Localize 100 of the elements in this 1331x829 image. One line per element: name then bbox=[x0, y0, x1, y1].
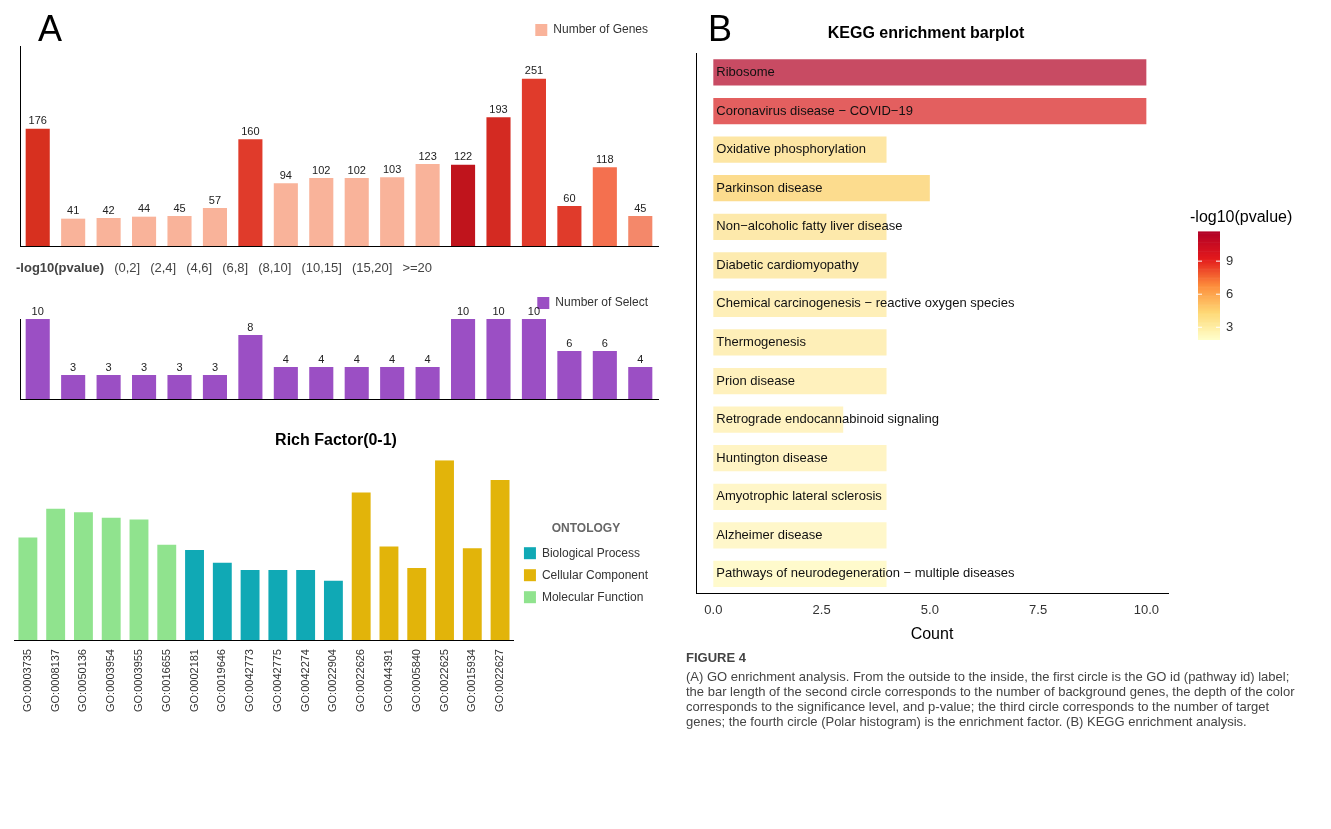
y-tick-label: Oxidative phosphorylation bbox=[716, 141, 866, 157]
bar bbox=[628, 216, 653, 246]
bar bbox=[592, 167, 617, 246]
data-label: 41 bbox=[67, 204, 80, 217]
bar bbox=[268, 569, 288, 641]
bar bbox=[273, 367, 298, 399]
data-label: 3 bbox=[105, 360, 112, 373]
legend-label: Molecular Function bbox=[541, 589, 644, 604]
bar bbox=[351, 492, 371, 641]
color-bar-label: 3 bbox=[1226, 318, 1234, 334]
legend-label: Cellular Component bbox=[541, 567, 649, 582]
bar bbox=[713, 175, 930, 202]
data-label: 10 bbox=[492, 304, 505, 317]
data-label: 6 bbox=[601, 336, 608, 349]
x-tick-label: GO:0042773 bbox=[243, 649, 256, 713]
bar bbox=[25, 319, 50, 399]
data-label: 4 bbox=[424, 352, 431, 365]
text: (15,20] bbox=[351, 260, 393, 275]
bar bbox=[323, 580, 343, 641]
bar bbox=[132, 216, 157, 246]
bar bbox=[380, 367, 405, 399]
x-tick-label: GO:0044391 bbox=[381, 649, 394, 713]
bar bbox=[238, 335, 263, 399]
y-tick-label: Non−alcoholic fatty liver disease bbox=[716, 218, 903, 234]
x-tick-label: GO:0015934 bbox=[465, 649, 478, 713]
x-axis-title: Count bbox=[910, 624, 954, 642]
bar bbox=[415, 367, 440, 399]
chart-title: Rich Factor(0-1) bbox=[275, 431, 397, 449]
data-label: 102 bbox=[312, 163, 331, 176]
x-tick-label: 2.5 bbox=[812, 601, 831, 617]
data-label: 3 bbox=[140, 360, 148, 373]
y-tick-label: Huntington disease bbox=[716, 449, 828, 465]
text: (10,15] bbox=[301, 260, 342, 275]
text: B bbox=[708, 8, 733, 50]
x-tick-label: GO:0005840 bbox=[409, 649, 422, 713]
bar bbox=[132, 375, 157, 399]
x-tick-label: GO:0042775 bbox=[270, 649, 283, 713]
bar bbox=[167, 216, 192, 246]
bar bbox=[61, 218, 86, 246]
x-tick-label: 7.5 bbox=[1029, 601, 1048, 617]
data-label: 122 bbox=[453, 150, 473, 163]
color-bar-label: 9 bbox=[1226, 252, 1234, 268]
bar bbox=[309, 178, 334, 246]
bar bbox=[96, 375, 121, 399]
data-label: 102 bbox=[347, 163, 366, 176]
bar bbox=[309, 367, 334, 399]
x-tick-label: GO:0002181 bbox=[187, 649, 200, 713]
bar bbox=[46, 508, 66, 641]
data-label: 160 bbox=[241, 124, 260, 137]
data-label: 60 bbox=[563, 191, 576, 204]
bar bbox=[61, 375, 86, 399]
bar bbox=[157, 544, 177, 641]
x-tick-label: GO:0042274 bbox=[298, 649, 311, 713]
data-label: 45 bbox=[634, 201, 647, 214]
data-label: 123 bbox=[418, 149, 437, 162]
bar bbox=[185, 550, 204, 641]
bar bbox=[25, 128, 50, 246]
data-label: 57 bbox=[208, 193, 222, 206]
data-label: 4 bbox=[637, 352, 644, 365]
text: (8,10] bbox=[258, 260, 292, 275]
color-bar-title: -log10(pvalue) bbox=[1190, 207, 1293, 225]
data-label: 176 bbox=[28, 114, 47, 127]
legend-title: ONTOLOGY bbox=[551, 521, 621, 536]
chart-title: KEGG enrichment barplot bbox=[827, 24, 1025, 42]
data-label: 44 bbox=[137, 202, 151, 215]
bar bbox=[18, 537, 38, 641]
data-label: 8 bbox=[247, 320, 254, 333]
data-label: 45 bbox=[173, 201, 186, 214]
data-label: 103 bbox=[382, 162, 402, 175]
data-label: 10 bbox=[31, 304, 44, 317]
bar bbox=[296, 569, 316, 641]
bar bbox=[557, 351, 582, 399]
legend-label: Number of Genes bbox=[553, 22, 649, 37]
color-bar-label: 6 bbox=[1226, 285, 1234, 301]
data-label: 3 bbox=[211, 360, 219, 373]
text: -log10(pvalue) bbox=[16, 260, 105, 275]
bar bbox=[462, 548, 482, 641]
x-tick-label: GO:0022626 bbox=[354, 649, 367, 713]
y-tick-label: Parkinson disease bbox=[716, 179, 823, 195]
bar bbox=[713, 59, 1147, 86]
bar bbox=[380, 177, 405, 246]
data-label: 4 bbox=[389, 352, 396, 365]
text: (0,2] bbox=[114, 260, 141, 275]
y-tick-label: Diabetic cardiomyopathy bbox=[716, 256, 860, 272]
y-tick-label: Amyotrophic lateral sclerosis bbox=[716, 488, 883, 504]
data-label: 251 bbox=[524, 64, 544, 77]
x-tick-label: 0.0 bbox=[704, 601, 723, 617]
bar bbox=[486, 319, 511, 399]
bar bbox=[129, 519, 149, 641]
y-tick-label: Pathways of neurodegeneration − multiple diseases bbox=[716, 565, 1015, 581]
data-label: 42 bbox=[102, 203, 115, 216]
bar bbox=[240, 569, 260, 641]
y-tick-label: Thermogenesis bbox=[716, 334, 807, 350]
x-tick-label: GO:0003955 bbox=[132, 649, 145, 713]
text: A bbox=[38, 8, 63, 50]
y-tick-label: Alzheimer disease bbox=[716, 526, 823, 542]
y-tick-label: Prion disease bbox=[716, 372, 796, 388]
bar bbox=[628, 367, 653, 399]
bar bbox=[96, 218, 121, 246]
data-label: 4 bbox=[318, 352, 325, 365]
